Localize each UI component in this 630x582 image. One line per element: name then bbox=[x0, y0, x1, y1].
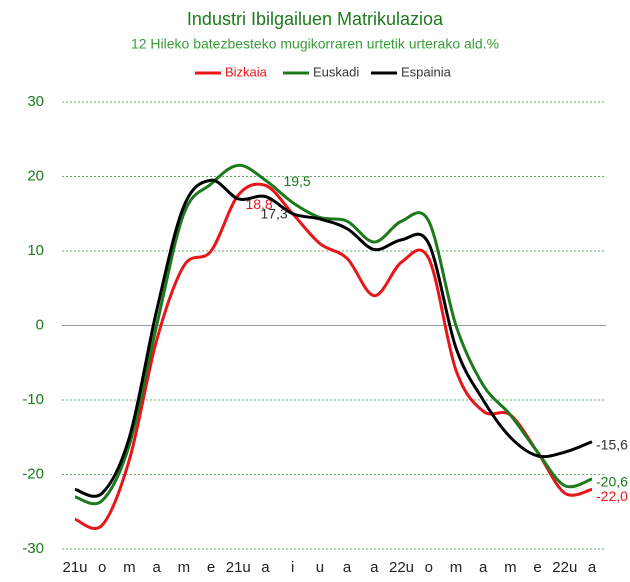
x-tick-label: a bbox=[479, 559, 488, 576]
data-label: -22,0 bbox=[596, 488, 628, 504]
y-tick-label: 20 bbox=[27, 167, 44, 184]
data-label: 19,5 bbox=[283, 173, 310, 189]
x-tick-label: a bbox=[588, 559, 597, 576]
x-tick-label: u bbox=[316, 559, 324, 576]
data-label: -15,6 bbox=[596, 436, 628, 452]
x-tick-label: m bbox=[504, 559, 517, 576]
y-tick-label: 0 bbox=[36, 316, 44, 333]
x-tick-label: a bbox=[370, 559, 379, 576]
y-tick-label: -20 bbox=[22, 465, 44, 482]
y-tick-label: 30 bbox=[27, 93, 44, 110]
data-label: -20,6 bbox=[596, 474, 628, 490]
line-series bbox=[74, 178, 593, 498]
y-tick-label: -10 bbox=[22, 391, 44, 408]
x-tick-label: 21u bbox=[226, 559, 251, 576]
x-tick-label: 22u bbox=[389, 559, 414, 576]
legend-label: Espainia bbox=[401, 64, 452, 79]
x-tick-label: i bbox=[291, 559, 294, 576]
x-tick-label: a bbox=[261, 559, 270, 576]
x-tick-label: m bbox=[450, 559, 463, 576]
x-tick-label: 22u bbox=[552, 559, 577, 576]
x-tick-label: a bbox=[152, 559, 161, 576]
chart-title: Industri Ibilgailuen Matrikulazioa bbox=[187, 9, 444, 29]
line-series bbox=[74, 163, 593, 506]
x-tick-label: o bbox=[425, 559, 433, 576]
x-tick-label: e bbox=[207, 559, 215, 576]
x-tick-label: o bbox=[98, 559, 106, 576]
y-tick-label: 10 bbox=[27, 242, 44, 259]
legend-label: Bizkaia bbox=[225, 64, 268, 79]
legend-label: Euskadi bbox=[313, 64, 359, 79]
x-tick-label: m bbox=[123, 559, 136, 576]
x-tick-label: m bbox=[178, 559, 191, 576]
x-tick-label: e bbox=[533, 559, 541, 576]
y-tick-label: -30 bbox=[22, 540, 44, 557]
chart-subtitle: 12 Hileko batezbesteko mugikorraren urte… bbox=[131, 36, 499, 52]
data-label: 18,8 bbox=[245, 196, 272, 212]
x-tick-label: a bbox=[343, 559, 352, 576]
x-tick-label: 21u bbox=[62, 559, 87, 576]
line-series bbox=[74, 182, 593, 531]
data-label: 17,3 bbox=[260, 205, 287, 221]
